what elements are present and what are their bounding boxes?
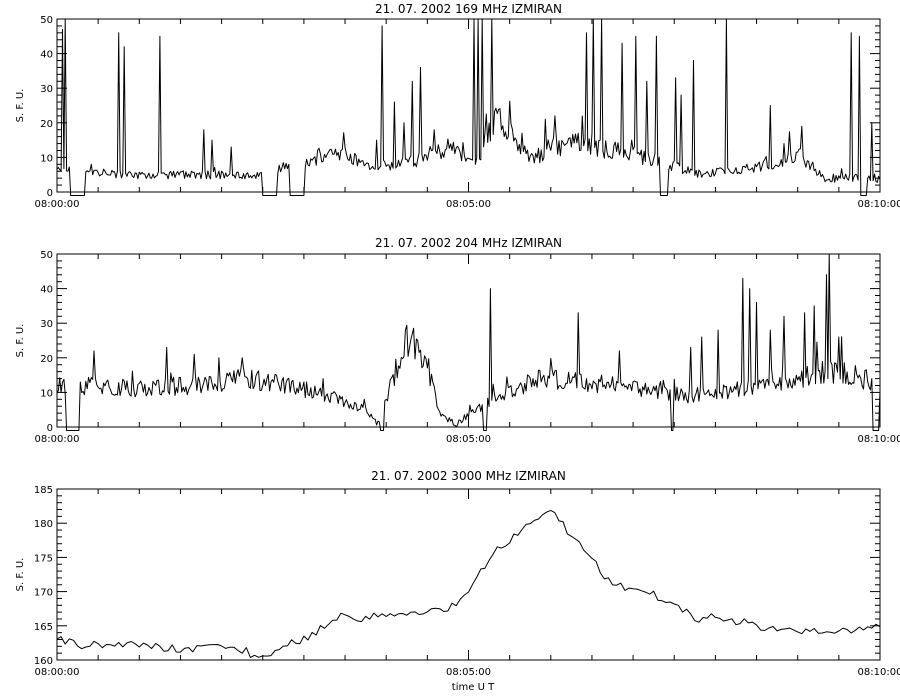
y-tick-label: 20 bbox=[40, 119, 53, 130]
series-line bbox=[56, 253, 881, 431]
x-tick-label: 08:05:00 bbox=[446, 667, 491, 678]
x-tick-label: 08:00:00 bbox=[35, 667, 80, 678]
y-tick-label: 10 bbox=[40, 388, 53, 399]
y-tick-label: 40 bbox=[40, 285, 53, 296]
y-tick-label: 175 bbox=[34, 553, 53, 564]
series-line bbox=[56, 18, 881, 196]
y-tick-label: 0 bbox=[47, 188, 53, 199]
y-axis-label: S. F. U. bbox=[15, 324, 26, 358]
y-tick-label: 10 bbox=[40, 153, 53, 164]
y-tick-label: 30 bbox=[40, 84, 53, 95]
x-tick-label: 08:00:00 bbox=[35, 434, 80, 445]
chart-title: 21. 07. 2002 204 MHz IZMIRAN bbox=[375, 236, 562, 250]
y-axis-label: S. F. U. bbox=[15, 558, 26, 592]
series-line bbox=[56, 509, 881, 658]
panel-3000mhz: 21. 07. 2002 3000 MHz IZMIRAN S. F. U. 160… bbox=[15, 469, 900, 678]
y-axis-label: S. F. U. bbox=[15, 89, 26, 123]
y-tick-label: 170 bbox=[34, 588, 53, 599]
panel-169mhz: 21. 07. 2002 169 MHz IZMIRAN S. F. U. 0 10 2… bbox=[15, 2, 900, 210]
x-tick-label: 08:10:00 bbox=[858, 434, 900, 445]
y-tick-label: 0 bbox=[47, 423, 53, 434]
y-tick-label: 160 bbox=[34, 656, 53, 667]
chart-title: 21. 07. 2002 3000 MHz IZMIRAN bbox=[371, 469, 566, 483]
x-tick-label: 08:10:00 bbox=[858, 199, 900, 210]
plot-frame bbox=[56, 253, 881, 428]
y-tick-label: 40 bbox=[40, 50, 53, 61]
y-tick-label: 180 bbox=[34, 519, 53, 530]
x-tick-label: 08:05:00 bbox=[446, 434, 491, 445]
y-tick-label: 50 bbox=[40, 15, 53, 26]
x-tick-label: 08:10:00 bbox=[858, 667, 900, 678]
plot-frame bbox=[56, 488, 881, 661]
y-tick-label: 165 bbox=[34, 622, 53, 633]
chart-title: 21. 07. 2002 169 MHz IZMIRAN bbox=[375, 2, 562, 16]
x-axis-label: time U T bbox=[452, 682, 495, 693]
y-tick-label: 30 bbox=[40, 319, 53, 330]
y-tick-label: 50 bbox=[40, 250, 53, 261]
panel-204mhz: 21. 07. 2002 204 MHz IZMIRAN S. F. U. 0 10 2… bbox=[15, 236, 900, 445]
y-tick-label: 20 bbox=[40, 354, 53, 365]
x-tick-label: 08:00:00 bbox=[35, 199, 80, 210]
y-tick-label: 185 bbox=[34, 485, 53, 496]
x-tick-label: 08:05:00 bbox=[446, 199, 491, 210]
